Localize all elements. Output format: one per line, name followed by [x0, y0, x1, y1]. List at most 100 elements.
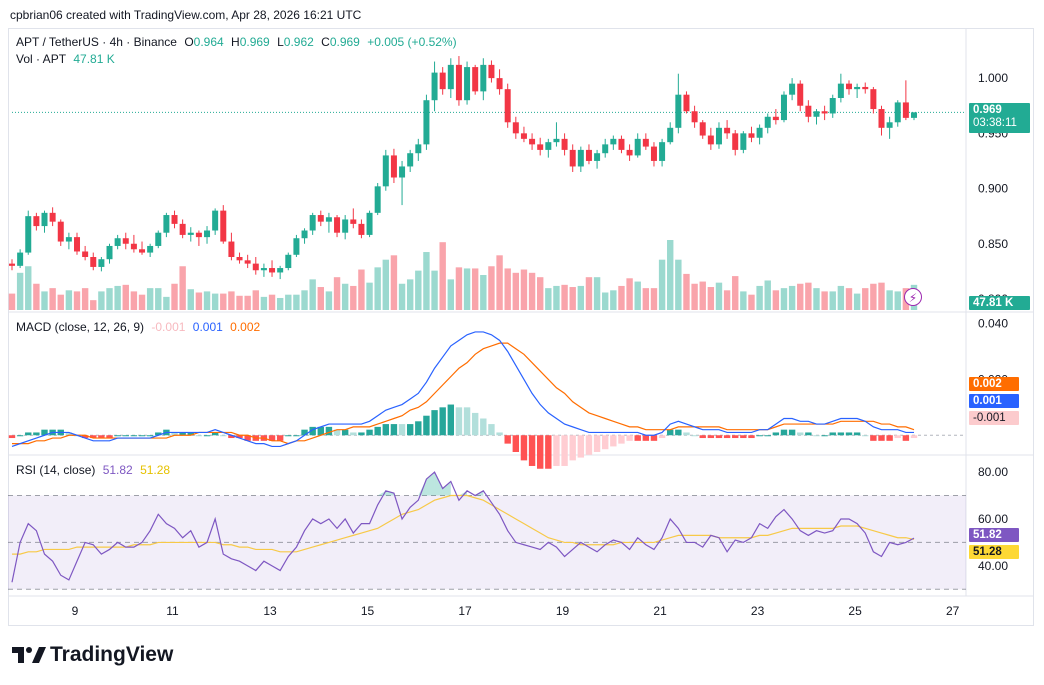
candle-body: [374, 186, 381, 213]
candle-body: [57, 221, 64, 242]
volume-bar: [667, 240, 674, 310]
rsi-line: [11, 471, 915, 583]
ohlc-close-label: C: [321, 35, 330, 49]
candle-body: [350, 219, 357, 224]
candle-body: [512, 122, 519, 134]
volume-bar: [723, 290, 731, 310]
candle-body: [594, 153, 601, 161]
macd-histogram-bar: [626, 435, 633, 441]
candle-body: [41, 212, 48, 227]
macd-histogram-bar: [642, 435, 650, 441]
candle-body: [285, 254, 292, 269]
rsi-overbought-fill: [434, 472, 443, 496]
volume-bar: [732, 276, 739, 310]
main-legend: APT / TetherUS · 4h · Binance O0.964 H0.…: [16, 35, 461, 49]
macd-histogram-bar: [837, 432, 845, 436]
macd-hist-value: -0.001: [151, 320, 186, 334]
time-tick-label: 21: [653, 604, 667, 618]
macd-histogram-bar: [845, 432, 853, 436]
macd-histogram-bar: [740, 435, 747, 439]
macd-histogram-bar: [293, 435, 300, 437]
volume-bar: [390, 255, 398, 310]
rsi-label[interactable]: RSI (14, close): [16, 463, 96, 477]
macd-histogram-bar: [146, 435, 154, 437]
volume-bar: [862, 288, 869, 310]
candle-body: [740, 133, 747, 150]
volume-value: 47.81 K: [73, 52, 115, 66]
macd-histogram-bar: [285, 435, 292, 437]
volume-bar: [805, 282, 812, 310]
macd-histogram-bar: [756, 435, 763, 437]
volume-bar: [203, 291, 211, 310]
macd-histogram-bar: [829, 432, 836, 436]
macd-histogram-bar: [366, 429, 373, 436]
macd-histogram-bar: [870, 435, 877, 441]
volume-bar: [260, 296, 268, 310]
candle-body: [9, 263, 15, 266]
ohlc-open: 0.964: [193, 35, 224, 49]
volume-bar: [33, 283, 40, 310]
chart-header: cpbrian06 created with TradingView.com, …: [10, 8, 362, 22]
candle-body: [204, 230, 211, 238]
macd-histogram-bar: [602, 435, 609, 450]
candle-body: [447, 64, 454, 90]
candle-body: [634, 138, 641, 156]
flash-icon[interactable]: ⚡: [904, 288, 922, 306]
tradingview-logo[interactable]: TradingView: [12, 643, 173, 667]
macd-histogram-bar: [797, 432, 804, 436]
volume-bar: [748, 294, 755, 310]
macd-label[interactable]: MACD (close, 12, 26, 9): [16, 320, 145, 334]
ohlc-high: 0.969: [239, 35, 270, 49]
volume-bar: [447, 279, 455, 310]
candle-body: [212, 210, 219, 231]
candle-body: [325, 217, 332, 222]
volume-bar: [642, 288, 650, 310]
rsi-ma-tag: 51.28: [969, 545, 1019, 559]
macd-histogram-bar: [862, 435, 869, 437]
candle-body: [707, 135, 714, 145]
volume-bar: [8, 293, 16, 310]
volume-bar: [187, 289, 194, 310]
volume-bar: [317, 287, 324, 310]
volume-bar: [593, 277, 601, 310]
symbol-title[interactable]: APT / TetherUS · 4h · Binance: [16, 35, 177, 49]
macd-histogram-bar: [98, 435, 105, 439]
macd-histogram-bar: [545, 435, 552, 469]
candle-body: [236, 257, 243, 261]
candle-body: [902, 102, 909, 118]
candle-body: [423, 100, 430, 145]
candle-body: [407, 153, 414, 167]
candle-body: [480, 64, 487, 92]
candle-body: [626, 149, 633, 156]
candle-body: [399, 166, 406, 178]
macd-histogram-bar: [699, 435, 706, 439]
volume-bar: [16, 272, 24, 310]
volume-bar: [602, 292, 609, 310]
volume-bar: [268, 294, 276, 310]
candle-body: [252, 263, 259, 271]
price-change: +0.005 (+0.52%): [367, 35, 457, 49]
last-price: 0.969: [973, 104, 1002, 116]
macd-histogram-bar: [496, 432, 503, 436]
volume-bar: [699, 281, 706, 310]
volume-bar: [325, 291, 333, 310]
volume-bar: [228, 291, 235, 310]
time-tick-label: 25: [848, 604, 862, 618]
volume-bar: [740, 291, 747, 310]
volume-label[interactable]: Vol · APT: [16, 52, 67, 66]
volume-bar: [691, 283, 698, 310]
candle-body: [772, 116, 779, 121]
candle-body: [691, 111, 698, 123]
candle-body: [464, 67, 471, 101]
macd-histogram-bar: [886, 435, 893, 441]
volume-bar: [780, 288, 788, 310]
candle-body: [244, 260, 251, 264]
macd-histogram-bar: [471, 412, 479, 436]
volume-bar: [658, 259, 666, 310]
macd-histogram-bar: [853, 432, 861, 436]
time-tick-label: 27: [946, 604, 960, 618]
volume-bar: [715, 282, 723, 310]
volume-bar: [439, 242, 446, 310]
volume-bar: [764, 280, 771, 310]
